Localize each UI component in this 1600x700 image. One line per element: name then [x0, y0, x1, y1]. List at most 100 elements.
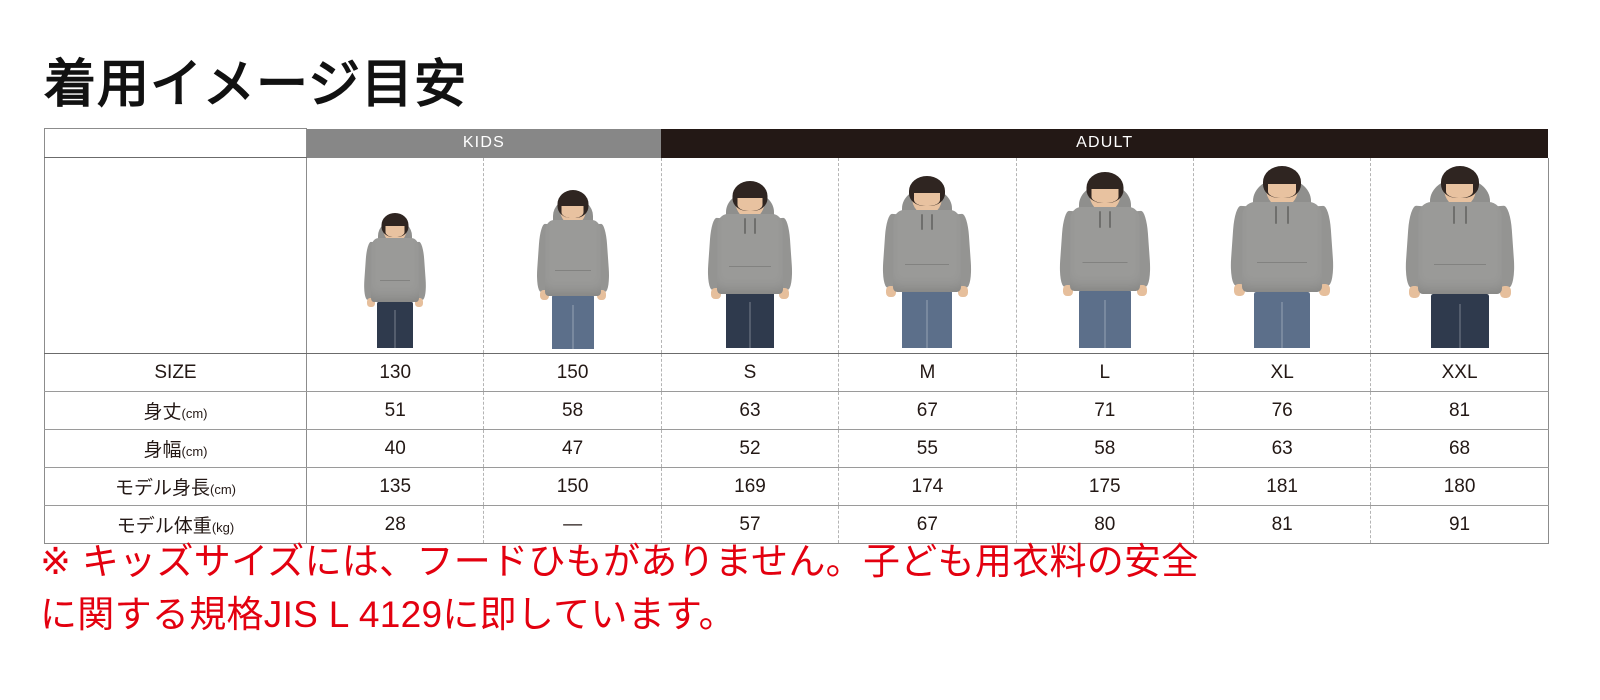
table-row-model-height: モデル身長(cm) 135 150 169 174 175 181 180	[44, 467, 1549, 506]
cell-body-length-150: 58	[483, 391, 662, 430]
model-hair-shape	[381, 213, 409, 237]
cell-body-width-l: 58	[1016, 429, 1194, 468]
kids-safety-note: ※ キッズサイズには、フードひもがありません。子ども用衣料の安全 に関する規格J…	[40, 536, 1540, 641]
hoodie-pocket-line	[554, 270, 591, 272]
model-hair-shape	[1086, 172, 1124, 203]
size-chart-table: KIDS ADULT	[44, 128, 1549, 544]
group-header-adult: ADULT	[661, 128, 1549, 158]
model-jeans	[1254, 292, 1311, 348]
row-label-body-length: 身丈(cm)	[44, 391, 307, 430]
cell-model-height-l: 175	[1016, 467, 1194, 506]
note-line-1: ※ キッズサイズには、フードひもがありません。子ども用衣料の安全	[40, 541, 1199, 582]
model-photo-cell-xxl	[1370, 157, 1549, 354]
cell-size-150: 150	[483, 353, 662, 392]
model-right-hand	[1499, 286, 1511, 298]
cell-model-weight-xl: 81	[1193, 505, 1372, 544]
cell-model-height-s: 169	[661, 467, 840, 506]
hoodie-pocket-line	[905, 264, 950, 266]
model-right-hand	[958, 286, 969, 297]
table-row-body-length: 身丈(cm) 51 58 63 67 71 76 81	[44, 391, 1549, 430]
model-jeans	[725, 292, 774, 348]
cell-body-length-l: 71	[1016, 391, 1194, 430]
table-row-model-weight: モデル体重(kg) 28 — 57 67 80 81 91	[44, 505, 1549, 544]
hoodie-drawstring-left	[1098, 211, 1101, 228]
model-jeans	[551, 295, 594, 349]
cell-size-s: S	[661, 353, 840, 392]
row-label-body-width: 身幅(cm)	[44, 429, 307, 468]
model-jeans	[902, 290, 953, 348]
cell-model-weight-150: —	[483, 505, 662, 544]
row-label-text: モデル体重	[116, 516, 212, 537]
model-photo-cell-150	[483, 157, 662, 354]
cell-size-l: L	[1016, 353, 1194, 392]
group-header-row: KIDS ADULT	[44, 128, 1549, 158]
model-right-hand	[1136, 285, 1147, 296]
hoodie-pocket-line	[1433, 264, 1486, 266]
model-jeans	[1430, 294, 1489, 348]
cell-body-length-m: 67	[838, 391, 1017, 430]
cell-body-width-m: 55	[838, 429, 1017, 468]
model-right-hand	[778, 288, 789, 299]
model-jeans	[377, 302, 414, 349]
row-label-text: モデル身長	[114, 478, 210, 499]
cell-body-length-xxl: 81	[1370, 391, 1549, 430]
model-photo-xxl	[1398, 158, 1522, 348]
note-line-2: に関する規格JIS L 4129に即しています。	[40, 593, 736, 635]
hoodie-drawstring-left	[1275, 206, 1278, 224]
model-photo-row	[44, 157, 1549, 354]
cell-body-width-150: 47	[483, 429, 662, 468]
row-label-unit: (cm)	[181, 406, 208, 421]
row-label-unit: (kg)	[211, 520, 235, 535]
cell-size-130: 130	[306, 353, 485, 392]
cell-body-length-s: 63	[661, 391, 840, 430]
hoodie-pocket-line	[728, 266, 771, 268]
model-left-hand	[367, 298, 376, 307]
cell-model-height-xxl: 180	[1370, 467, 1549, 506]
cell-model-height-130: 135	[306, 467, 485, 506]
model-photo-xl	[1222, 158, 1342, 348]
hoodie-body-shape	[371, 238, 420, 302]
cell-size-m: M	[838, 353, 1017, 392]
hoodie-drawstring-right	[1464, 206, 1467, 224]
row-label-text: 身幅	[143, 440, 182, 461]
model-right-hand	[415, 298, 424, 307]
hoodie-body-shape	[1069, 207, 1140, 291]
hoodie-drawstring-right	[753, 218, 756, 234]
cell-model-height-150: 150	[483, 467, 662, 506]
model-photo-cell-130	[305, 157, 485, 354]
model-photo-cell-l	[1016, 157, 1194, 354]
hoodie-body-shape	[716, 214, 783, 294]
table-row-body-width: 身幅(cm) 40 47 52 55 58 63 68	[44, 429, 1549, 468]
model-photo-cell-m	[838, 157, 1017, 354]
model-right-hand	[1319, 284, 1331, 296]
model-hair-shape	[732, 181, 768, 211]
group-header-kids: KIDS	[306, 128, 662, 158]
hoodie-pocket-line	[1082, 262, 1128, 264]
hoodie-pocket-line	[1257, 262, 1308, 264]
model-hair-shape	[557, 190, 589, 218]
table-row-size: SIZE 130 150 S M L XL XXL	[44, 353, 1549, 392]
model-photo-130	[356, 202, 434, 349]
row-label-model-height: モデル身長(cm)	[44, 467, 307, 506]
cell-size-xl: XL	[1193, 353, 1372, 392]
row-label-unit: (cm)	[210, 482, 236, 497]
hoodie-body-shape	[1417, 202, 1502, 294]
model-photo-l	[1050, 162, 1160, 348]
page-title: 着用イメージ目安	[44, 55, 467, 114]
cell-body-length-xl: 76	[1193, 391, 1372, 430]
hoodie-body-shape	[544, 220, 601, 296]
model-photo-m	[873, 166, 981, 348]
hoodie-drawstring-right	[1287, 206, 1290, 224]
model-left-hand	[1234, 284, 1246, 296]
model-left-hand	[886, 286, 897, 297]
row-label-text: SIZE	[154, 361, 197, 383]
group-header-blank	[44, 128, 307, 158]
model-hair-shape	[1440, 166, 1479, 198]
cell-model-weight-l: 80	[1016, 505, 1194, 544]
cell-model-weight-s: 57	[661, 505, 840, 544]
row-label-text: 身丈	[143, 402, 182, 423]
model-photo-cell-s	[661, 157, 840, 354]
hoodie-pocket-line	[380, 280, 411, 282]
hoodie-drawstring-left	[743, 218, 746, 234]
cell-body-width-130: 40	[306, 429, 485, 468]
